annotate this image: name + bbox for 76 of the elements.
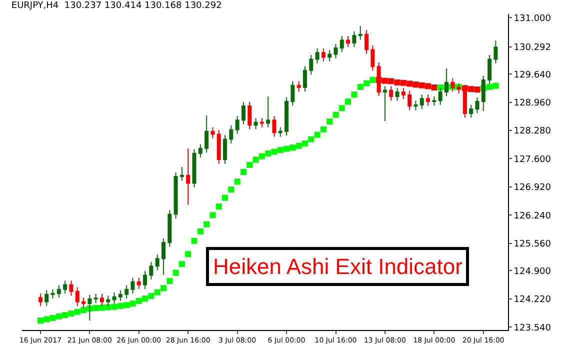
candlestick — [223, 134, 228, 164]
y-tick-label: 125.560 — [514, 239, 552, 250]
candlestick — [469, 104, 474, 118]
candlestick — [44, 290, 49, 306]
candlestick — [136, 277, 141, 290]
y-tick-label: 129.640 — [514, 70, 552, 80]
candlestick — [302, 66, 307, 92]
candlestick — [296, 80, 301, 92]
candlestick — [290, 80, 295, 106]
annotation: Heiken Ashi Exit Indicator — [213, 254, 462, 279]
candlestick — [260, 118, 264, 128]
candlestick — [69, 280, 74, 296]
candlestick — [124, 284, 129, 299]
candlestick — [50, 288, 55, 299]
candlestick — [395, 87, 400, 102]
candlestick — [186, 148, 190, 206]
candlestick — [278, 126, 282, 138]
y-tick-label: 128.960 — [514, 98, 552, 108]
candlestick — [266, 96, 270, 128]
candlestick — [254, 118, 258, 130]
candlestick — [389, 86, 394, 102]
chart-title: EURJPY,H4 130.237 130.414 130.168 130.292 — [11, 1, 222, 12]
y-tick-label: 124.900 — [514, 266, 552, 277]
candlestick — [401, 87, 406, 100]
candlestick — [414, 100, 418, 111]
candlestick — [204, 115, 209, 154]
candlestick — [352, 30, 356, 48]
candlestick — [494, 40, 498, 64]
candlestick — [420, 94, 424, 110]
y-tick-label: 130.292 — [514, 43, 552, 54]
candlestick — [284, 96, 289, 136]
candlestick — [198, 144, 202, 158]
candlestick — [235, 116, 240, 134]
candlestick — [210, 126, 215, 139]
y-tick-label: 126.240 — [514, 211, 552, 222]
candlestick — [248, 101, 252, 130]
candlestick — [143, 270, 148, 290]
candlestick — [63, 280, 68, 294]
candlestick — [315, 48, 320, 64]
candlestick — [475, 96, 480, 114]
candlestick — [358, 26, 362, 40]
candlestick — [272, 116, 276, 138]
candlestick — [149, 261, 154, 280]
candlestick — [321, 48, 326, 62]
candlestick — [408, 90, 412, 111]
candlestick — [174, 172, 178, 219]
candlestick — [155, 254, 160, 271]
y-tick-label: 124.220 — [514, 295, 552, 306]
candlestick — [130, 277, 135, 294]
candlestick — [340, 35, 344, 53]
candlestick — [94, 293, 98, 304]
candlestick — [56, 284, 61, 298]
candlestick — [370, 45, 375, 72]
y-tick-label: 127.600 — [514, 154, 552, 165]
candlestick — [180, 166, 184, 182]
candlestick — [309, 54, 314, 76]
candlestick — [346, 35, 350, 48]
candlestick — [364, 30, 369, 54]
candlestick — [334, 43, 338, 59]
candlestick — [426, 94, 430, 106]
candlestick — [161, 238, 166, 276]
candlestick — [328, 50, 332, 62]
candlestick — [75, 286, 80, 306]
candlestick — [192, 148, 196, 188]
candlestick — [168, 210, 172, 248]
candlestick — [432, 96, 436, 106]
candlestick — [216, 130, 221, 164]
candlestick — [118, 290, 122, 302]
y-tick-label: 126.920 — [514, 183, 552, 194]
y-tick-label: 131.000 — [514, 14, 552, 24]
candlestick — [38, 293, 42, 306]
candlestick — [241, 101, 246, 125]
y-tick-label: 128.280 — [514, 126, 552, 137]
y-tick-label: 123.540 — [514, 323, 552, 334]
candlestick — [382, 86, 387, 122]
candlestick — [229, 125, 234, 144]
